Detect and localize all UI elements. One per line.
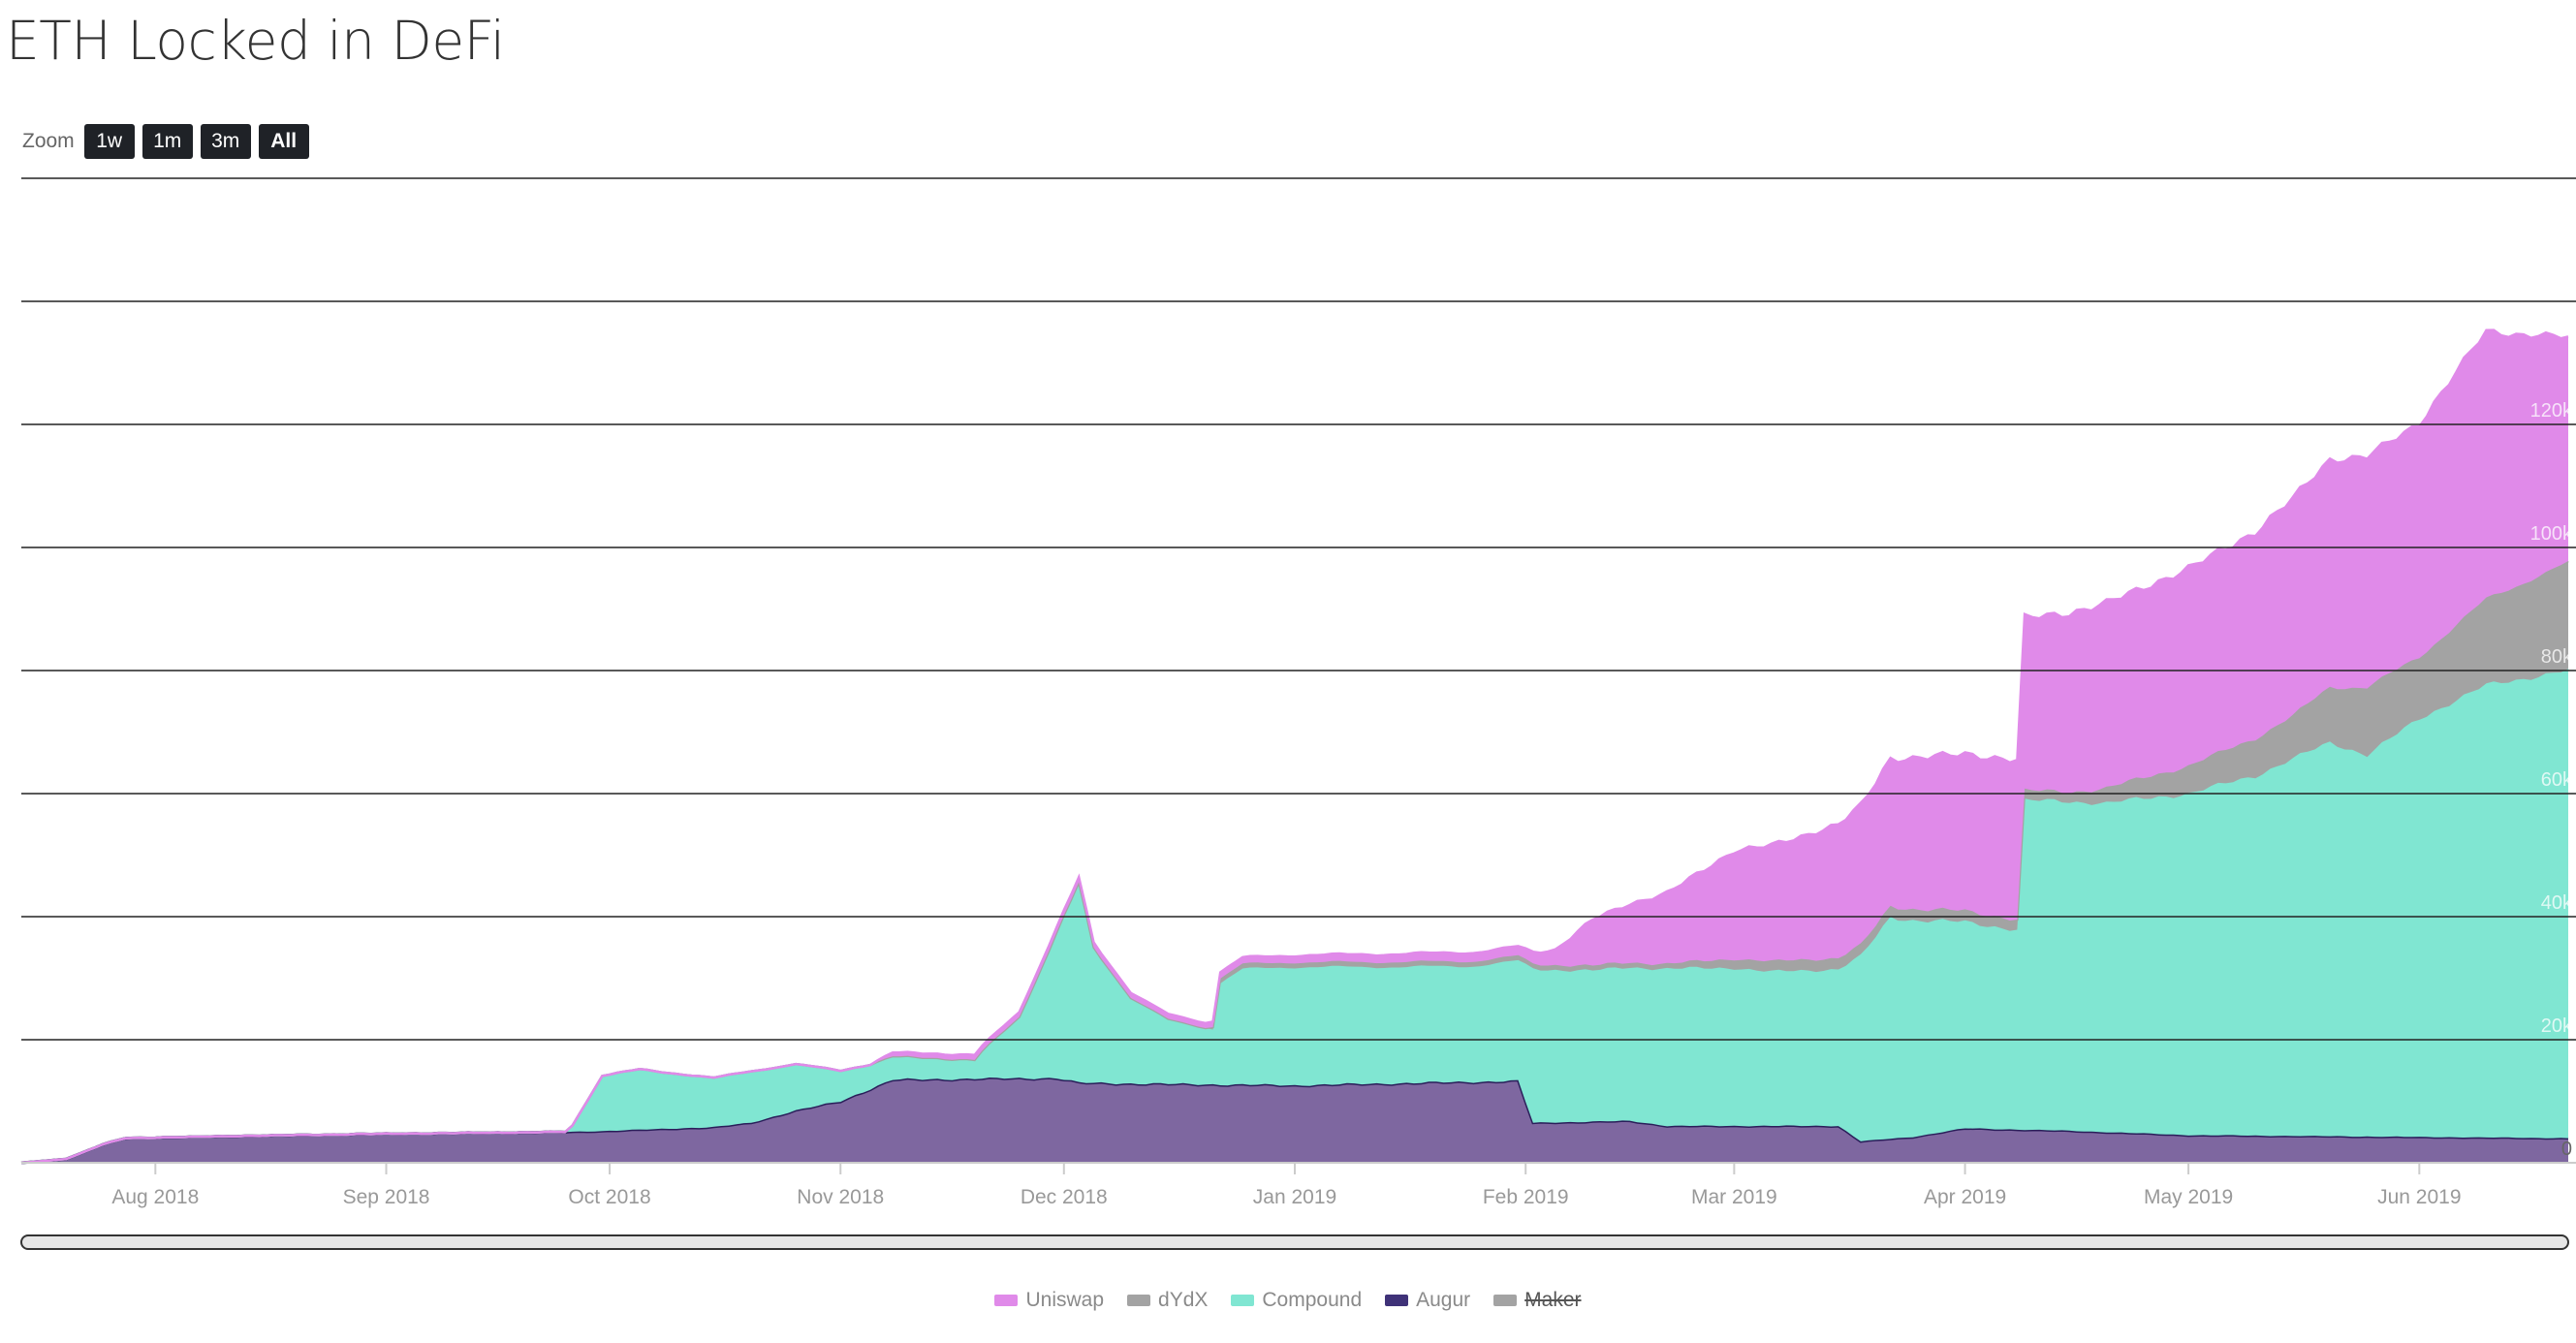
legend-item-compound[interactable]: Compound: [1231, 1289, 1362, 1312]
legend-item-augur[interactable]: Augur: [1385, 1289, 1470, 1312]
series-layer: [20, 328, 2569, 1165]
x-tick-label: Jun 2019: [2377, 1186, 2461, 1208]
x-tick-label: Feb 2019: [1483, 1186, 1569, 1208]
x-tick-label: Jan 2019: [1253, 1186, 1336, 1208]
y-tick-label: 0: [2561, 1139, 2572, 1160]
y-tick-label: 100k: [2530, 523, 2573, 545]
x-tick-label: Apr 2019: [1924, 1186, 2006, 1208]
y-tick-label: 60k: [2541, 769, 2573, 791]
series-line-uniswap: [20, 328, 2569, 1165]
y-tick-label: 140k: [2530, 277, 2573, 298]
legend-item-uniswap[interactable]: Uniswap: [994, 1289, 1104, 1312]
legend-label-uniswap: Uniswap: [1025, 1289, 1105, 1311]
legend-swatch-augur: [1385, 1295, 1409, 1306]
legend-item-dydx[interactable]: dYdX: [1127, 1289, 1208, 1312]
legend-swatch-dydx: [1127, 1295, 1151, 1306]
legend: Uniswap dYdX Compound Augur Maker: [0, 1289, 2576, 1312]
legend-swatch-compound: [1231, 1295, 1255, 1306]
grid-layer: [21, 177, 2576, 1164]
zoom-1m-button[interactable]: 1m: [141, 124, 193, 159]
navigator-scrollbar[interactable]: [20, 1234, 2569, 1250]
series-area-uniswap[interactable]: [21, 329, 2568, 1164]
legend-swatch-maker: [1493, 1295, 1518, 1306]
chart-title: ETH Locked in DeFi: [6, 10, 505, 72]
y-tick-label: 20k: [2541, 1015, 2573, 1037]
y-tick-label: 80k: [2541, 646, 2573, 668]
y-tick-label: 40k: [2541, 892, 2573, 914]
legend-label-dydx: dYdX: [1158, 1289, 1209, 1311]
series-area-augur[interactable]: [21, 1078, 2568, 1163]
x-tick-label: Oct 2018: [568, 1186, 650, 1208]
legend-swatch-uniswap: [994, 1295, 1019, 1306]
zoom-label: Zoom: [22, 130, 75, 152]
x-tick-label: May 2019: [2144, 1186, 2233, 1208]
area-chart: Aug 2018 Sep 2018 Oct 2018 Nov 2018 Dec 2018…: [20, 177, 2576, 1208]
legend-item-maker[interactable]: Maker: [1493, 1289, 1582, 1312]
x-tick-label: Dec 2018: [1021, 1186, 1108, 1208]
x-tick-label: Aug 2018: [111, 1186, 199, 1208]
legend-label-augur: Augur: [1416, 1289, 1471, 1311]
zoom-3m-button[interactable]: 3m: [200, 124, 251, 159]
axis-layer: Aug 2018 Sep 2018 Oct 2018 Nov 2018 Dec 2018…: [111, 277, 2573, 1208]
x-tick-label: Sep 2018: [343, 1186, 430, 1208]
y-tick-label: 120k: [2530, 400, 2573, 422]
zoom-all-button[interactable]: All: [258, 124, 309, 159]
zoom-1w-button[interactable]: 1w: [83, 124, 135, 159]
x-tick-label: Mar 2019: [1691, 1186, 1777, 1208]
legend-label-maker: Maker: [1524, 1289, 1582, 1311]
zoom-controls: Zoom 1w 1m 3m All: [22, 124, 317, 159]
x-tick-label: Nov 2018: [797, 1186, 884, 1208]
legend-label-compound: Compound: [1262, 1289, 1363, 1311]
